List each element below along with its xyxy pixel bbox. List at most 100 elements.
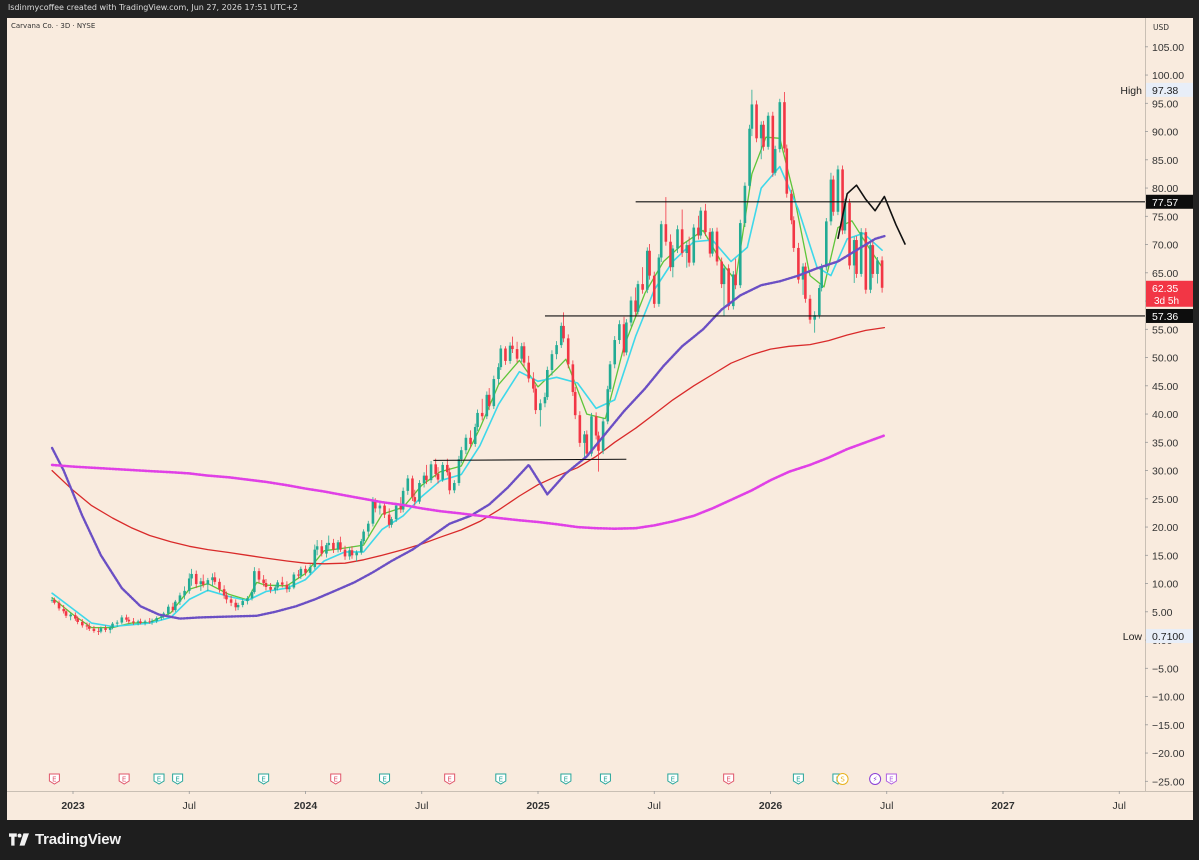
- event-marker-event-icon[interactable]: ⚡: [869, 773, 882, 785]
- last-price-tag-bg: [1146, 280, 1193, 307]
- tradingview-brand[interactable]: TradingView: [9, 831, 121, 848]
- candle-body: [201, 581, 205, 585]
- price-chart[interactable]: USD 105.00 100.00 95.00 90.00 85.00 80.00 75.00…: [7, 18, 1193, 820]
- candle-body: [848, 202, 851, 266]
- event-marker-glyph: E: [603, 776, 607, 784]
- event-marker-earnings-icon[interactable]: E: [495, 773, 507, 785]
- event-marker-glyph: S: [840, 776, 845, 784]
- candle-body: [422, 475, 426, 483]
- candle-body: [622, 324, 626, 353]
- x-tick-label: 2023: [61, 800, 85, 812]
- y-tick-label: −25.00: [1152, 776, 1185, 788]
- candle-body: [187, 578, 191, 591]
- candle-body: [111, 623, 114, 628]
- candle-body: [708, 232, 712, 254]
- event-marker-earnings-icon[interactable]: E: [599, 773, 611, 785]
- candle-body: [836, 169, 840, 212]
- high-tag-bg: [1146, 82, 1193, 97]
- x-tick-label: 2024: [294, 800, 318, 812]
- candle-body: [285, 584, 289, 590]
- y-tick-label: −5.00: [1152, 663, 1179, 675]
- event-marker-earnings-icon[interactable]: E: [172, 773, 184, 785]
- candle-body: [859, 232, 863, 274]
- candle-body: [499, 348, 503, 368]
- candle-body: [871, 245, 875, 274]
- event-marker-earnings-icon[interactable]: E: [118, 773, 130, 785]
- candle-body: [504, 348, 507, 361]
- candle-body: [150, 620, 154, 622]
- candle-body: [64, 611, 68, 616]
- event-marker-glyph: E: [157, 776, 161, 784]
- candle-body: [571, 364, 575, 393]
- candle-body: [155, 618, 158, 621]
- event-marker-glyph: E: [499, 776, 503, 784]
- event-marker-earnings-icon[interactable]: E: [153, 773, 165, 785]
- event-marker-earnings-icon[interactable]: E: [258, 773, 270, 785]
- candle-body: [671, 248, 675, 268]
- earnings-marker-shape: [444, 773, 456, 785]
- candle-body: [69, 614, 72, 617]
- candle-body: [174, 601, 177, 611]
- candle-body: [276, 582, 279, 588]
- level-price-tag-bg: [1146, 308, 1193, 323]
- candle-body: [645, 250, 649, 290]
- candle-body: [229, 599, 233, 603]
- candle-body: [241, 601, 245, 606]
- event-marker-glyph: E: [334, 776, 338, 784]
- candle-body: [115, 622, 119, 624]
- level-price-tag: 57.36: [1152, 311, 1178, 323]
- snapshot-caption: lsdinmycoffee created with TradingView.c…: [8, 3, 298, 12]
- event-marker-earnings-icon[interactable]: E: [48, 773, 60, 785]
- x-tick-label: Jul: [183, 800, 196, 812]
- candle-body: [720, 261, 723, 285]
- event-marker-shape: [869, 773, 882, 785]
- candle-body: [362, 531, 365, 542]
- event-marker-glyph: E: [796, 776, 800, 784]
- event-marker-earnings-icon[interactable]: E: [885, 773, 897, 785]
- candle-body: [590, 416, 593, 454]
- event-marker-split-icon[interactable]: S: [836, 773, 849, 785]
- candle-body: [508, 345, 512, 361]
- event-marker-earnings-icon[interactable]: E: [723, 773, 735, 785]
- chart-panel[interactable]: USD 105.00 100.00 95.00 90.00 85.00 80.00 75.00…: [7, 18, 1193, 820]
- candle-body: [104, 628, 107, 630]
- candle-body: [53, 599, 56, 603]
- candle-body: [418, 482, 421, 502]
- candle-body: [680, 229, 684, 254]
- tradingview-logo-icon: [9, 833, 29, 846]
- y-tick-label: 100.00: [1152, 70, 1184, 82]
- candle-body: [762, 124, 765, 147]
- candle-body: [487, 394, 491, 407]
- event-marker-earnings-icon[interactable]: E: [667, 773, 679, 785]
- event-marker-earnings-icon[interactable]: E: [330, 773, 342, 785]
- candle-body: [178, 595, 182, 602]
- candle-body: [550, 354, 554, 370]
- candle-body: [143, 621, 147, 624]
- earnings-marker-shape: [172, 773, 184, 785]
- candle-body: [373, 501, 377, 509]
- candle-body: [469, 437, 472, 444]
- event-marker-earnings-icon[interactable]: E: [379, 773, 391, 785]
- x-tick-label: Jul: [648, 800, 661, 812]
- candle-body: [476, 412, 479, 428]
- candle-body: [401, 490, 405, 510]
- event-marker-earnings-icon[interactable]: E: [444, 773, 456, 785]
- candle-body: [511, 345, 514, 350]
- candle-body: [148, 621, 152, 623]
- candle-body: [250, 592, 254, 599]
- brand-name: TradingView: [35, 831, 121, 848]
- event-marker-earnings-icon[interactable]: E: [560, 773, 572, 785]
- candle-body: [766, 115, 770, 147]
- candle-body: [325, 545, 328, 554]
- event-marker-glyph: E: [261, 776, 265, 784]
- event-marker-earnings-icon[interactable]: E: [792, 773, 804, 785]
- candle-body: [57, 602, 61, 609]
- candle-body: [336, 542, 340, 550]
- candle-body: [81, 621, 84, 626]
- candle-body: [876, 260, 879, 274]
- candle-body: [618, 324, 621, 341]
- candle-body: [608, 364, 612, 390]
- candle-body: [50, 599, 54, 601]
- moving-average-line-4: [51, 326, 886, 565]
